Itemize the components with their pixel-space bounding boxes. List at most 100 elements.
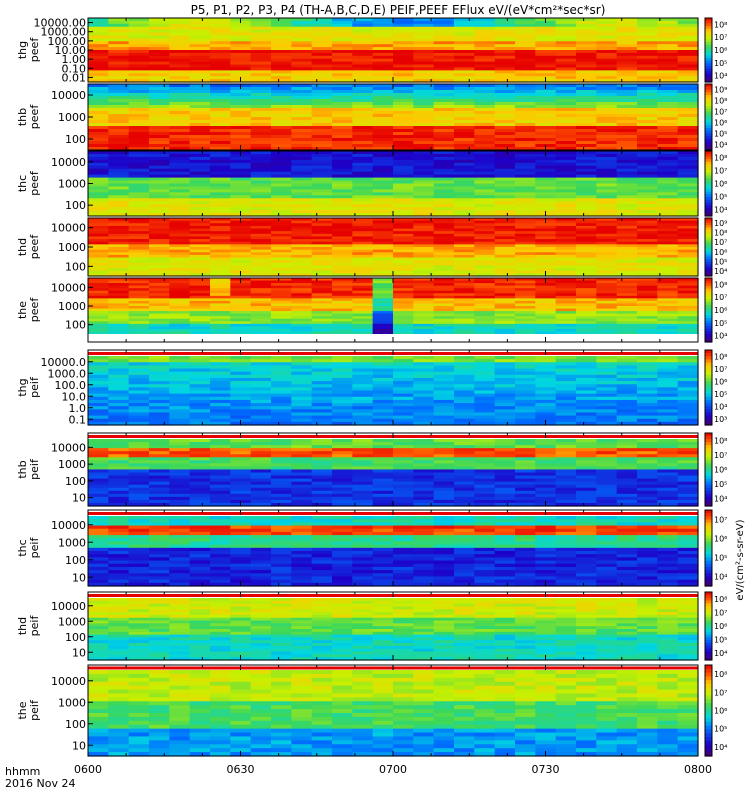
spectrogram-cell	[169, 108, 191, 112]
spectrogram-cell	[677, 52, 699, 57]
spectrogram-cell	[291, 321, 313, 325]
colorbar-step	[705, 227, 712, 231]
spectrogram-cell	[271, 189, 292, 193]
colorbar-step	[705, 326, 712, 330]
spectrogram-cell	[535, 460, 557, 464]
spectrogram-cell	[108, 328, 130, 333]
spectrogram-cell	[332, 201, 353, 205]
spectrogram-cell	[474, 117, 496, 121]
spectrogram-cell	[169, 257, 191, 261]
spectrogram-cell	[494, 454, 516, 458]
spectrogram-cell	[128, 174, 150, 179]
spectrogram-cell	[616, 233, 638, 238]
spectrogram-cell	[189, 162, 211, 167]
spectrogram-cell	[230, 55, 252, 60]
spectrogram-cell	[474, 220, 496, 224]
spectrogram-cell	[433, 295, 455, 299]
spectrogram-cell	[555, 475, 577, 480]
spectrogram-cell	[352, 374, 374, 379]
spectrogram-cell	[332, 326, 353, 330]
spectrogram-cell	[189, 496, 211, 501]
spectrogram-cell	[637, 84, 658, 88]
spectrogram-cell	[576, 147, 597, 151]
spectrogram-cell	[311, 114, 333, 118]
spectrogram-cell	[535, 298, 557, 302]
spectrogram-cell	[474, 249, 496, 253]
spectrogram-cell	[88, 233, 109, 238]
spectrogram-cell	[555, 359, 577, 363]
spectrogram-cell	[149, 254, 170, 259]
spectrogram-cell	[413, 481, 435, 486]
spectrogram-cell	[149, 268, 170, 272]
spectrogram-cell	[230, 29, 252, 34]
colorbar-step	[705, 183, 712, 187]
spectrogram-cell	[393, 268, 414, 272]
spectrogram-cell	[311, 47, 333, 51]
spectrogram-cell	[454, 469, 475, 474]
spectrogram-cell	[311, 371, 333, 376]
spectrogram-cell	[433, 105, 455, 109]
spectrogram-cell	[596, 247, 618, 251]
spectrogram-cell	[454, 99, 475, 103]
spectrogram-cell	[128, 84, 150, 88]
spectrogram-cell	[128, 262, 150, 267]
spectrogram-cell	[271, 451, 292, 455]
spectrogram-cell	[149, 207, 170, 211]
spectrogram-cell	[108, 210, 130, 214]
spectrogram-cell	[637, 111, 658, 115]
spectrogram-cell	[616, 293, 638, 297]
spectrogram-cell	[291, 262, 313, 267]
spectrogram-cell	[454, 290, 475, 294]
spectrogram-cell	[271, 47, 292, 51]
spectrogram-cell	[189, 84, 211, 88]
spectrogram-cell	[596, 362, 618, 367]
spectrogram-cell	[677, 162, 699, 167]
spectrogram-cell	[474, 153, 496, 158]
spectrogram-cell	[352, 239, 374, 243]
spectrogram-cell	[596, 331, 618, 335]
spectrogram-cell	[515, 233, 536, 238]
spectrogram-cell	[291, 241, 313, 245]
spectrogram-cell	[149, 463, 170, 468]
colorbar-step	[705, 384, 712, 389]
spectrogram-cell	[494, 368, 516, 373]
spectrogram-cell	[88, 298, 109, 302]
spectrogram-cell	[555, 220, 577, 224]
spectrogram-cell	[393, 144, 414, 148]
spectrogram-cell	[596, 252, 618, 256]
spectrogram-cell	[271, 262, 292, 267]
spectrogram-cell	[88, 288, 109, 292]
spectrogram-cell	[88, 285, 109, 289]
spectrogram-cell	[352, 96, 374, 100]
spectrogram-cell	[108, 70, 130, 74]
spectrogram-cell	[230, 454, 252, 458]
spectrogram-cell	[149, 265, 170, 269]
spectrogram-cell	[88, 228, 109, 232]
spectrogram-cell	[88, 84, 109, 88]
spectrogram-cell	[169, 371, 191, 376]
spectrogram-cell	[332, 174, 353, 179]
spectrogram-cell	[413, 316, 435, 320]
spectrogram-cell	[169, 55, 191, 60]
spectrogram-cell	[494, 300, 516, 305]
spectrogram-cell	[454, 278, 475, 282]
spectrogram-cell	[372, 390, 394, 395]
spectrogram-cell	[454, 415, 475, 420]
spectrogram-cell	[596, 306, 618, 310]
spectrogram-cell	[311, 313, 333, 317]
spectrogram-cell	[413, 487, 435, 492]
spectrogram-cell	[555, 231, 577, 235]
spectrogram-cell	[372, 374, 394, 379]
spectrogram-cell	[332, 218, 353, 222]
spectrogram-cell	[433, 472, 455, 477]
spectrogram-cell	[494, 295, 516, 299]
spectrogram-cell	[657, 228, 679, 232]
spectrogram-cell	[413, 87, 435, 91]
spectrogram-cell	[108, 365, 130, 370]
spectrogram-cell	[149, 151, 170, 155]
spectrogram-cell	[352, 177, 374, 182]
spectrogram-cell	[271, 300, 292, 305]
spectrogram-cell	[189, 323, 211, 327]
spectrogram-cell	[128, 393, 150, 398]
